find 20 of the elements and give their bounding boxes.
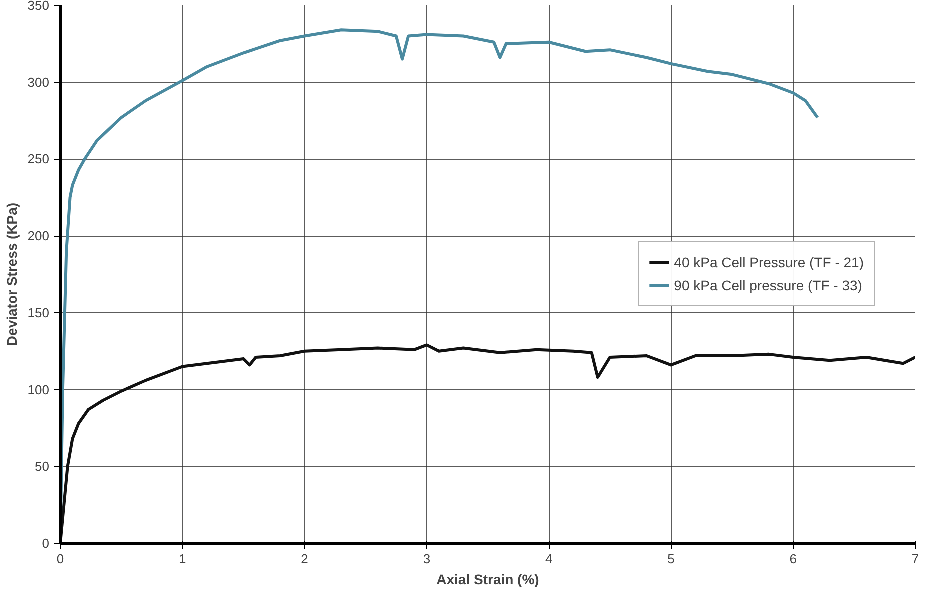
- x-tick-label: 1: [179, 552, 186, 566]
- legend-label: 90 kPa Cell pressure (TF - 33): [674, 278, 862, 294]
- x-tick-label: 4: [545, 552, 553, 566]
- x-tick-label: 2: [301, 552, 308, 566]
- y-axis-title: Deviator Stress (KPa): [4, 202, 20, 346]
- x-tick-label: 5: [668, 552, 675, 566]
- x-tick-label: 0: [56, 552, 64, 566]
- y-tick-label: 150: [28, 305, 50, 320]
- y-tick-label: 350: [28, 0, 50, 13]
- y-tick-label: 300: [28, 74, 50, 90]
- y-tick-label: 50: [35, 459, 50, 474]
- x-tick-label: 6: [790, 552, 797, 566]
- y-tick-label: 200: [28, 228, 50, 244]
- x-tick-label: 3: [423, 552, 431, 566]
- y-tick-label: 250: [28, 152, 50, 167]
- y-tick-label: 100: [28, 382, 50, 398]
- x-axis-title: Axial Strain (%): [436, 572, 540, 588]
- legend-label: 40 kPa Cell Pressure (TF - 21): [674, 254, 864, 270]
- y-tick-label: 0: [42, 536, 50, 551]
- x-tick-label: 7: [912, 552, 920, 566]
